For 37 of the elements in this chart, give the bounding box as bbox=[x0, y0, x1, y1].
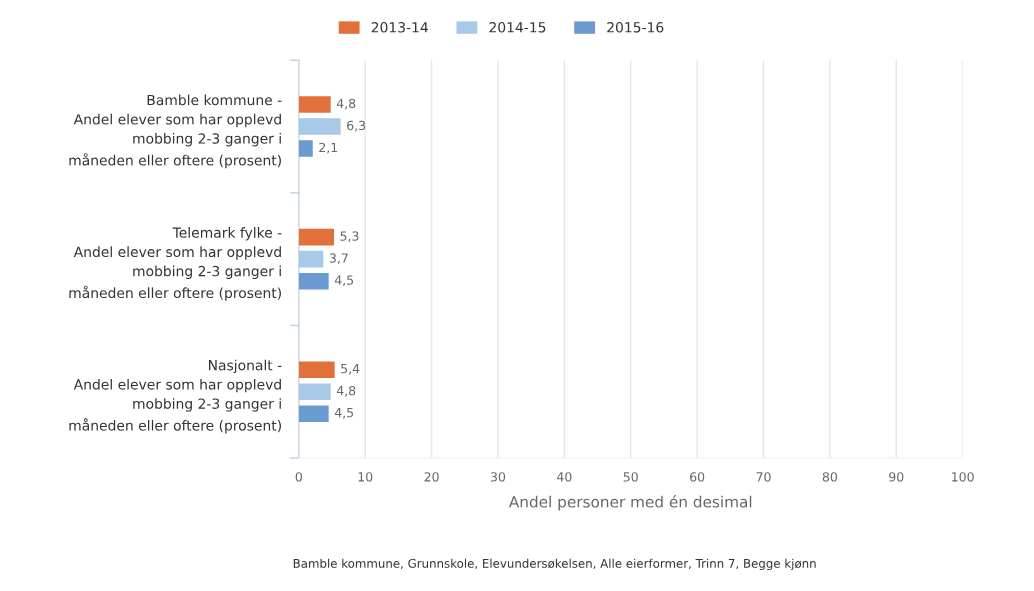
bar bbox=[298, 361, 335, 379]
x-tick-label: 90 bbox=[889, 472, 904, 482]
bar bbox=[298, 96, 331, 113]
y-tick-label: Telemark fylke - Andel elever som har opplevd mobbing 2-3 ganger i måneden eller oftere (prosent) bbox=[69, 227, 282, 301]
bar bbox=[298, 250, 324, 268]
x-tick-label: 30 bbox=[490, 472, 506, 482]
data-label: 4,8 bbox=[336, 385, 356, 397]
legend-label: 2014-15 bbox=[489, 22, 546, 33]
x-tick-label: 40 bbox=[557, 472, 572, 482]
legend-label: 2013-14 bbox=[371, 22, 428, 33]
y-tick-label: Nasjonalt - Andel elever som har opplevd mobbing 2-3 ganger i måneden eller oftere (prosent) bbox=[69, 359, 282, 434]
x-tick-label: 100 bbox=[952, 472, 974, 482]
bar bbox=[298, 272, 329, 290]
bar bbox=[298, 118, 341, 135]
bar bbox=[298, 140, 313, 157]
x-axis-title: Andel personer med én desimal bbox=[508, 495, 752, 511]
data-label: 2,1 bbox=[319, 142, 338, 154]
x-tick-label: 20 bbox=[424, 472, 439, 482]
data-label: 4,5 bbox=[334, 408, 354, 419]
data-label: 6,3 bbox=[347, 120, 366, 132]
data-label: 3,7 bbox=[329, 253, 348, 265]
data-label: 4,8 bbox=[336, 98, 356, 110]
data-label: 5,3 bbox=[340, 231, 359, 243]
x-tick-label: 10 bbox=[358, 472, 373, 482]
x-tick-label: 80 bbox=[822, 472, 838, 482]
bar bbox=[298, 383, 331, 401]
bar bbox=[298, 405, 329, 423]
data-label: 5,4 bbox=[341, 364, 360, 375]
y-tick-label: Bamble kommune - Andel elever som har opplevd mobbing 2-3 ganger i måneden eller oftere (prosent) bbox=[69, 94, 282, 169]
data-label: 4,5 bbox=[334, 275, 354, 287]
bar bbox=[298, 228, 335, 246]
x-tick-label: 70 bbox=[756, 472, 771, 482]
text: Bamble kommune, Grunnskole, Elevundersøkelsen, Alle eierformer, Trinn 7, Begge kjønn bbox=[293, 558, 816, 571]
legend-label: 2015-16 bbox=[607, 22, 664, 33]
x-tick-label: 60 bbox=[690, 472, 705, 482]
x-tick-label: 0 bbox=[295, 472, 302, 482]
x-tick-label: 50 bbox=[623, 472, 638, 482]
